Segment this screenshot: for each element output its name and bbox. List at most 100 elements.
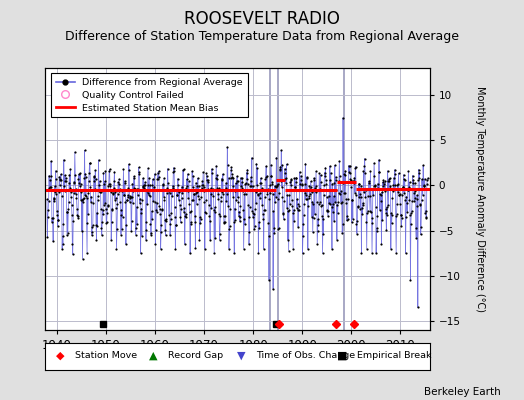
Point — [231, 205, 239, 212]
Point — [254, 250, 263, 256]
Point — [82, 220, 91, 226]
Point — [283, 192, 291, 198]
Point — [316, 198, 324, 205]
Point — [105, 166, 114, 172]
Point — [217, 175, 226, 182]
Point — [320, 192, 328, 198]
Point — [335, 178, 343, 185]
Point — [140, 181, 149, 188]
Point — [198, 182, 206, 188]
Point — [240, 216, 248, 222]
Point — [339, 221, 347, 227]
Point — [113, 226, 121, 232]
Point — [69, 190, 78, 196]
Point — [298, 180, 306, 187]
Point — [359, 189, 368, 195]
Point — [177, 219, 185, 226]
Point — [311, 211, 319, 218]
Point — [150, 187, 158, 193]
Point — [326, 170, 335, 176]
Point — [159, 181, 167, 188]
Point — [79, 256, 87, 262]
Point — [144, 190, 152, 196]
Point — [393, 182, 401, 188]
Point — [209, 193, 217, 199]
Point — [255, 225, 264, 231]
Point — [52, 208, 61, 214]
Point — [196, 219, 204, 226]
Point — [331, 199, 340, 206]
Point — [299, 221, 308, 228]
Point — [413, 196, 422, 202]
Point — [293, 196, 301, 202]
Point — [204, 179, 213, 186]
Point — [421, 208, 430, 214]
Point — [100, 181, 108, 187]
Point — [110, 169, 118, 175]
Point — [73, 212, 81, 219]
Point — [376, 192, 385, 198]
Point — [181, 213, 189, 219]
Point — [112, 205, 121, 212]
Point — [417, 197, 425, 204]
Point — [220, 219, 228, 226]
Point — [144, 165, 152, 171]
Point — [260, 207, 268, 214]
Point — [183, 171, 192, 177]
Point — [267, 162, 275, 168]
Point — [74, 215, 82, 221]
Point — [390, 186, 398, 192]
Point — [62, 178, 70, 184]
Point — [187, 220, 195, 227]
Point — [414, 166, 423, 173]
Point — [355, 194, 363, 200]
Point — [333, 210, 342, 216]
Point — [247, 182, 256, 189]
Point — [218, 188, 226, 195]
Point — [206, 237, 214, 243]
Point — [234, 178, 242, 184]
Point — [204, 177, 212, 183]
Point — [395, 170, 403, 176]
Point — [276, 163, 285, 170]
Point — [333, 236, 341, 243]
Point — [259, 216, 267, 222]
Point — [412, 202, 421, 209]
Point — [213, 172, 222, 178]
Point — [157, 246, 165, 252]
Point — [302, 174, 311, 180]
Point — [239, 206, 247, 213]
Point — [138, 183, 147, 189]
Point — [181, 210, 190, 217]
Point — [53, 223, 62, 229]
Point — [133, 186, 141, 192]
Point — [200, 188, 208, 194]
Point — [235, 213, 243, 220]
Point — [168, 182, 177, 189]
Point — [350, 180, 358, 186]
Point — [122, 222, 130, 229]
Point — [323, 208, 331, 214]
Point — [415, 170, 423, 176]
Point — [139, 175, 147, 181]
Point — [73, 206, 81, 212]
Point — [362, 218, 370, 225]
Point — [87, 193, 95, 200]
Point — [216, 230, 224, 237]
Point — [242, 191, 250, 198]
Point — [151, 226, 160, 233]
Point — [162, 189, 171, 196]
Point — [411, 195, 420, 202]
Point — [249, 211, 258, 218]
Point — [165, 211, 173, 218]
Point — [55, 174, 63, 180]
Point — [387, 246, 395, 252]
Point — [133, 204, 141, 210]
Point — [233, 194, 242, 201]
Point — [173, 176, 182, 182]
Point — [377, 198, 385, 204]
Point — [310, 175, 318, 181]
Point — [50, 196, 59, 202]
Point — [335, 173, 344, 180]
Point — [411, 225, 420, 231]
